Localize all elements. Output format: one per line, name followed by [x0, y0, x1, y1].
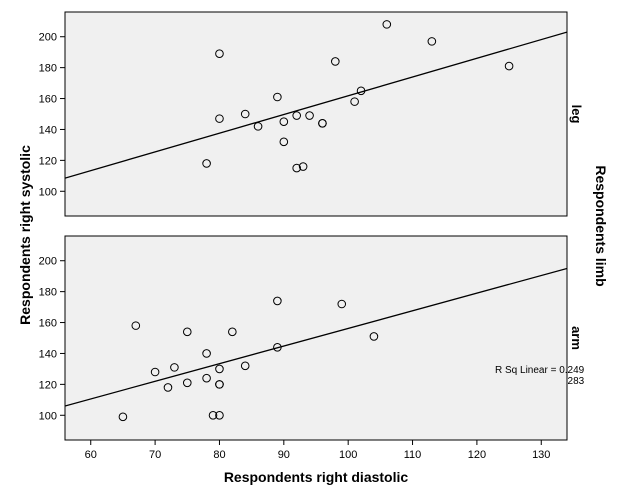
fit-line [65, 267, 567, 407]
data-point [350, 97, 359, 106]
r-sq-label: R Sq Linear = 0.249 [495, 365, 585, 376]
y-tick-label: 160 [39, 318, 57, 330]
y-tick-label: 200 [39, 256, 57, 268]
x-tick-label: 90 [278, 449, 290, 461]
data-point [279, 137, 289, 147]
data-point [279, 117, 289, 127]
y-tick-label: 180 [39, 63, 57, 75]
x-tick-label: 130 [532, 449, 550, 461]
x-tick-label: 80 [213, 449, 225, 461]
data-point [427, 37, 437, 46]
data-point [273, 92, 282, 102]
data-point [170, 363, 179, 372]
data-point [215, 114, 224, 123]
data-point [182, 327, 192, 337]
y-axis-title: Respondents right systolic [17, 145, 33, 325]
x-axis-title: Respondents right diastolic [224, 469, 409, 485]
y-tick-label: 120 [39, 155, 57, 167]
panel-leg: 100120140160180200legR Sq Linear = 0.283 [39, 11, 585, 387]
data-point [215, 49, 224, 59]
data-point [298, 162, 308, 171]
data-point [182, 378, 192, 388]
y-tick-label: 200 [39, 32, 57, 44]
x-tick-label: 120 [468, 449, 486, 461]
data-point [369, 332, 379, 341]
data-point [382, 20, 392, 29]
y-tick-label: 120 [39, 379, 57, 391]
data-point [318, 118, 327, 128]
y-tick-label: 100 [39, 410, 57, 422]
panel-label-leg: leg [569, 105, 584, 124]
y-tick-label: 140 [39, 124, 57, 136]
data-point [292, 163, 301, 173]
data-point [337, 299, 347, 309]
panel-background [64, 11, 568, 217]
data-point [228, 327, 237, 337]
x-axis: 60 70 80 90 100 110 120 130 [85, 440, 550, 461]
data-point [118, 412, 128, 422]
data-point [292, 111, 301, 120]
data-point [331, 57, 340, 66]
data-point [163, 383, 173, 392]
data-point [305, 111, 314, 120]
data-point [202, 373, 211, 383]
x-tick-label: 60 [85, 449, 97, 461]
data-point [504, 61, 514, 71]
data-point [253, 122, 263, 131]
panels-layer: 100120140160180200legR Sq Linear = 0.283… [39, 11, 585, 441]
x-tick-label: 70 [149, 449, 161, 461]
data-point [150, 367, 160, 377]
data-point [202, 159, 211, 168]
y-tick-label: 160 [39, 94, 57, 106]
data-point [131, 321, 141, 330]
x-tick-label: 100 [339, 449, 357, 461]
panel-label-arm: arm [569, 326, 584, 350]
data-point [215, 364, 224, 374]
facet-title: Respondents limb [593, 165, 609, 286]
data-point [208, 410, 218, 420]
x-tick-label: 110 [404, 449, 422, 461]
data-point [202, 349, 211, 358]
data-point [215, 380, 224, 389]
data-point [215, 410, 224, 420]
data-point [240, 109, 250, 119]
fit-line [65, 31, 567, 179]
data-point [356, 86, 366, 96]
panel-background [64, 235, 568, 441]
data-point [240, 361, 250, 371]
y-tick-label: 140 [39, 348, 57, 360]
y-tick-label: 100 [39, 186, 57, 198]
data-point [273, 342, 282, 352]
data-point [273, 296, 282, 306]
panel-arm: 100 120 140 160 180 200 arm R Sq Linear = 0.249 [39, 235, 585, 441]
y-tick-label: 180 [39, 287, 57, 299]
